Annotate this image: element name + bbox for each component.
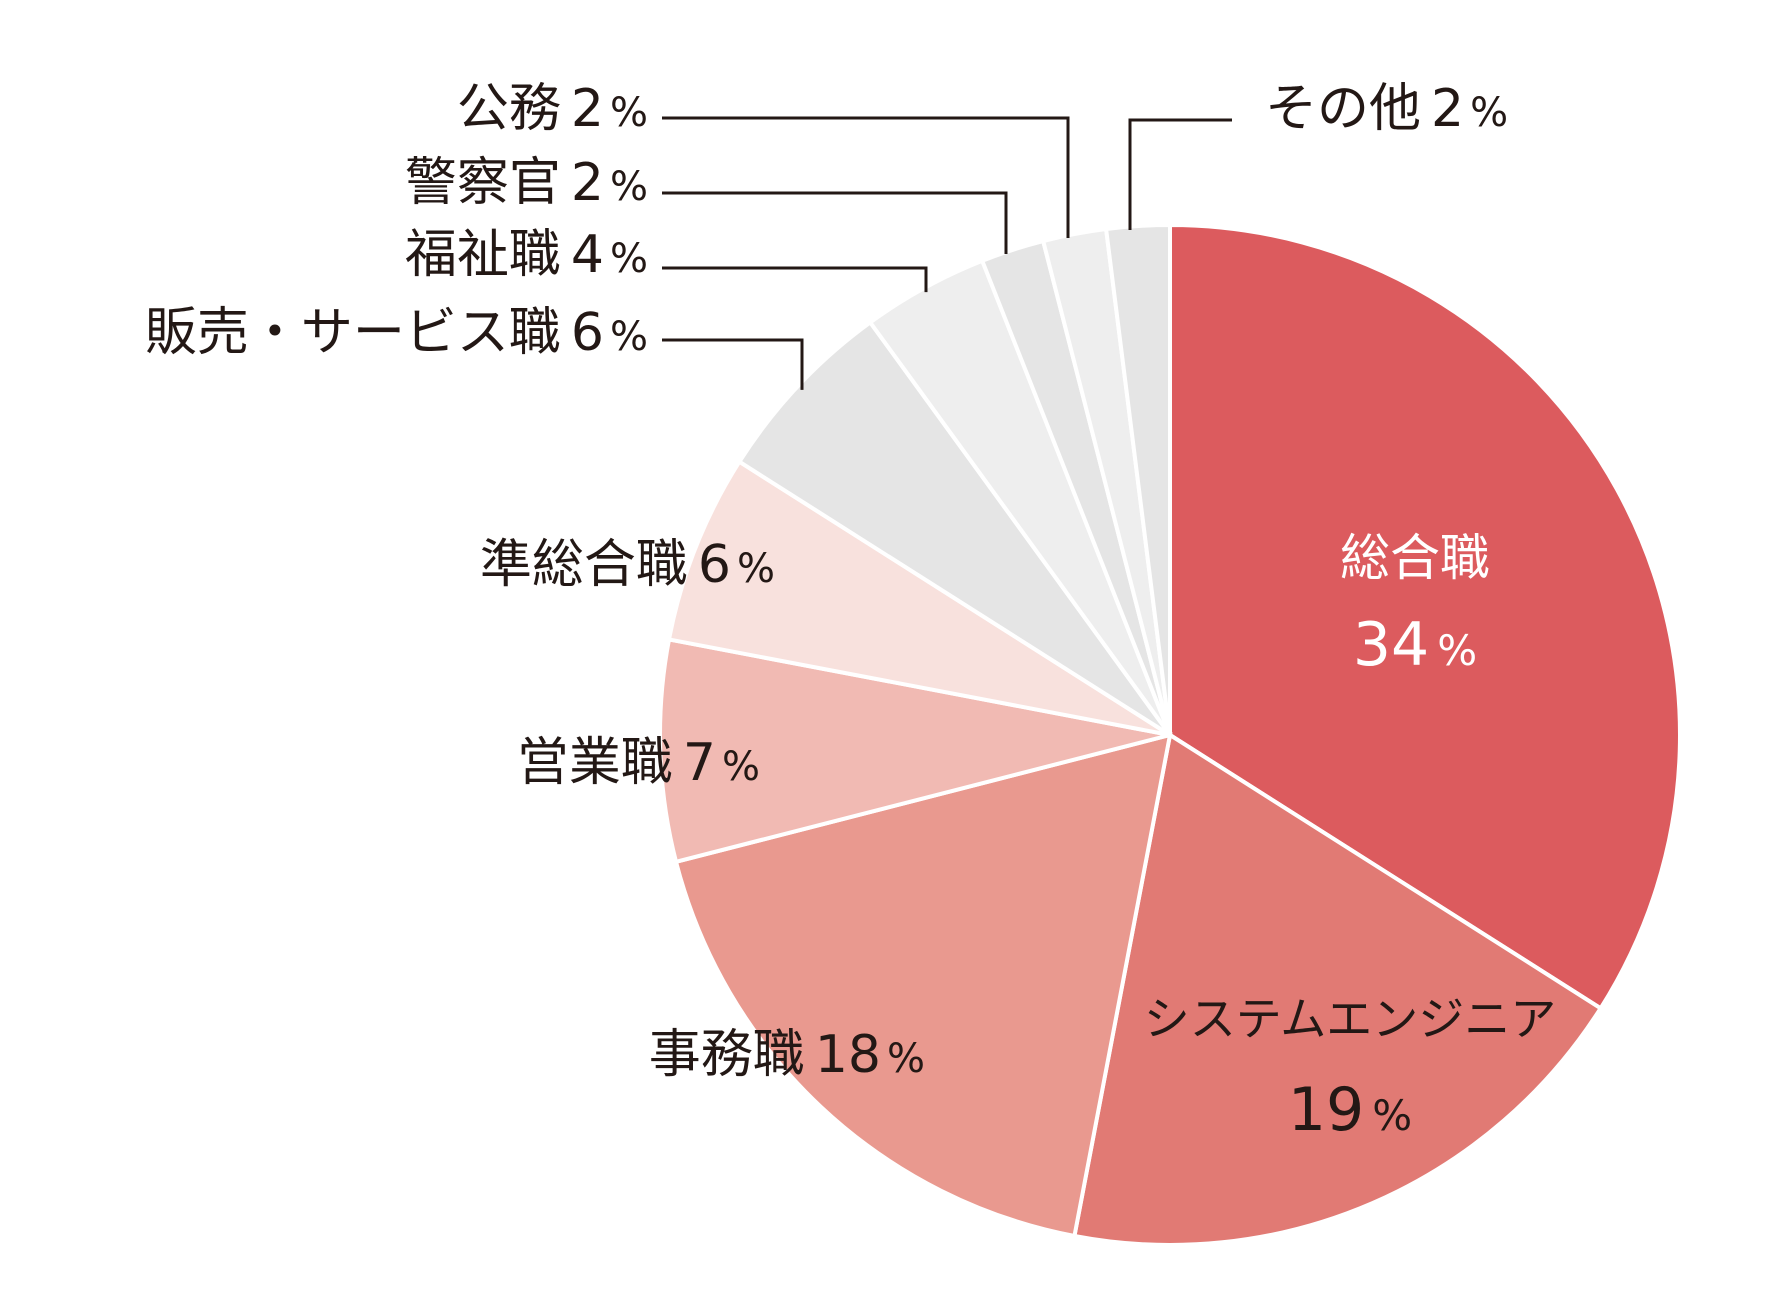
leader-line	[662, 116, 1070, 239]
leader-lines	[662, 116, 1232, 390]
slice-labels: 総合職 34 % システムエンジニア 19 % 事務職 18 % 営業職 7 % 準総合職 6 % 販売・サー…	[145, 79, 1556, 1145]
slice-label: 総合職	[1340, 529, 1490, 587]
slice-value-label: 34%	[1353, 610, 1477, 680]
leader-line	[662, 191, 1008, 254]
pie-slice	[736, 319, 1172, 737]
slice-label: 福祉職 4%	[405, 225, 648, 285]
pie-slice	[1103, 222, 1172, 736]
slice-label: システムエンジニア	[1144, 992, 1557, 1046]
slice-value-label: 19%	[1288, 1075, 1412, 1145]
leader-line	[662, 338, 804, 390]
pie-slices	[658, 222, 1682, 1247]
pie-slice	[666, 458, 1172, 737]
pie-slice	[673, 732, 1173, 1239]
pie-slice	[1168, 222, 1682, 1012]
slice-label: 警察官 2%	[405, 153, 648, 213]
slice-label: 販売・サービス職 6%	[145, 303, 648, 363]
leader-line	[1128, 118, 1232, 231]
slice-label: 事務職 18%	[649, 1025, 925, 1085]
pie-slice	[658, 637, 1171, 865]
slice-label: 営業職 7%	[517, 733, 760, 793]
slice-label: 公務 2%	[457, 79, 648, 139]
slice-label: 準総合職 6%	[480, 535, 775, 595]
pie-slice	[1072, 731, 1604, 1247]
slice-label: その他 2%	[1265, 79, 1508, 139]
leader-line	[662, 266, 928, 293]
